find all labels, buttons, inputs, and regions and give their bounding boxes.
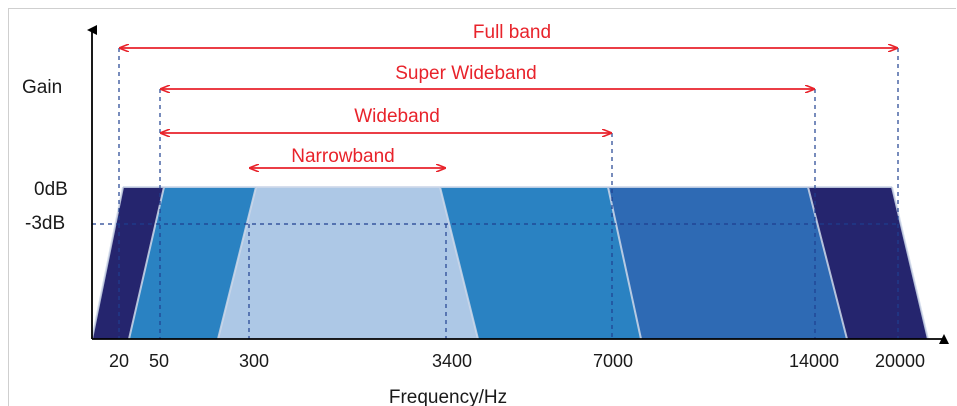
- x-axis-label: Frequency/Hz: [389, 387, 507, 406]
- full-band-label: Full band: [473, 22, 551, 43]
- narrowband-label: Narrowband: [291, 146, 395, 167]
- gain-tick-minus-3db: -3dB: [25, 213, 65, 234]
- freq-tick-50: 50: [149, 351, 169, 371]
- band-edge-highlights: [91, 186, 929, 340]
- freq-tick-14000: 14000: [789, 351, 839, 371]
- freq-tick-20: 20: [109, 351, 129, 371]
- band-arrows: [120, 48, 897, 168]
- super-wideband-label: Super Wideband: [395, 63, 537, 84]
- y-axis-label: Gain: [22, 77, 62, 98]
- freq-tick-3400: 3400: [432, 351, 472, 371]
- diagram-frame: [8, 8, 956, 406]
- narrowband-region: [218, 187, 478, 339]
- gain-tick-0db: 0dB: [34, 179, 68, 200]
- freq-tick-7000: 7000: [593, 351, 633, 371]
- freq-tick-20000: 20000: [875, 351, 925, 371]
- wideband-label: Wideband: [354, 106, 440, 127]
- freq-tick-300: 300: [239, 351, 269, 371]
- guide-lines: [92, 48, 899, 339]
